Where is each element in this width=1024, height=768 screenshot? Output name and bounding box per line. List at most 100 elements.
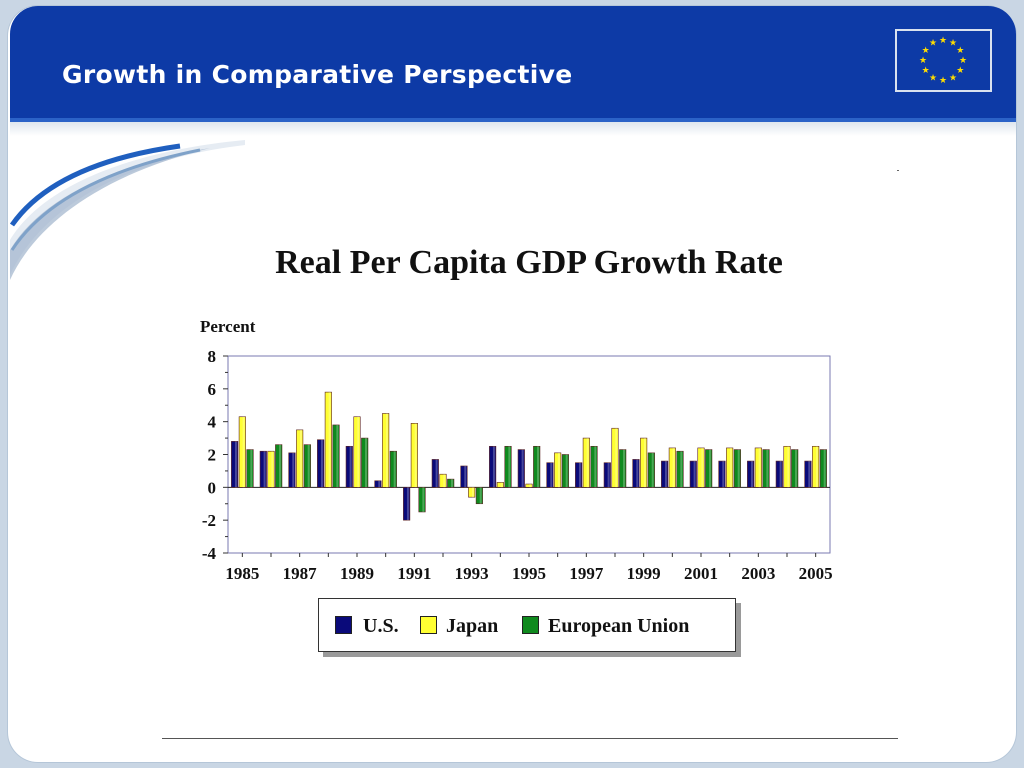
legend-swatch-us bbox=[335, 616, 352, 634]
bar-highlight bbox=[328, 392, 331, 488]
x-tick-label: 1991 bbox=[397, 564, 431, 583]
bar-european-union-1997 bbox=[590, 445, 598, 488]
bar-japan-1991 bbox=[410, 423, 418, 488]
bar-u-s--1988 bbox=[317, 439, 325, 488]
bar-european-union-1991 bbox=[418, 487, 426, 513]
bar-u-s--1994 bbox=[489, 445, 497, 488]
bar-highlight bbox=[529, 484, 532, 488]
bar-u-s--1998 bbox=[603, 462, 611, 488]
y-tick-label: 8 bbox=[208, 347, 217, 366]
bar-european-union-1986 bbox=[275, 444, 283, 488]
bar-european-union-1988 bbox=[332, 424, 340, 488]
slide-title: Growth in Comparative Perspective bbox=[62, 60, 573, 89]
bar-highlight bbox=[750, 461, 753, 488]
bar-highlight bbox=[406, 487, 409, 521]
y-tick-label: 4 bbox=[208, 413, 217, 432]
bar-highlight bbox=[672, 447, 675, 488]
flag-star-icon: ★ bbox=[956, 66, 964, 76]
bar-u-s--1993 bbox=[460, 465, 468, 488]
bar-highlight bbox=[578, 462, 581, 488]
bar-u-s--1989 bbox=[345, 445, 353, 488]
bar-european-union-1990 bbox=[389, 450, 397, 488]
chart-title: Real Per Capita GDP Growth Rate bbox=[275, 244, 783, 281]
chart-legend: U.S. Japan European Union bbox=[318, 598, 736, 652]
bar-european-union-2005 bbox=[819, 449, 827, 488]
bar-highlight bbox=[795, 449, 797, 488]
x-tick-label: 1987 bbox=[283, 564, 318, 583]
bar-highlight bbox=[299, 429, 302, 488]
bar-u-s--1995 bbox=[517, 449, 525, 488]
bar-highlight bbox=[737, 449, 740, 488]
bar-japan-1985 bbox=[238, 416, 246, 488]
bar-u-s--1986 bbox=[259, 450, 267, 488]
y-axis-label: Percent bbox=[200, 317, 256, 336]
bar-u-s--2004 bbox=[775, 460, 783, 488]
bar-highlight bbox=[766, 449, 769, 488]
bar-japan-1999 bbox=[640, 437, 648, 488]
bar-european-union-1998 bbox=[619, 449, 627, 488]
bar-japan-1996 bbox=[554, 452, 562, 488]
bar-u-s--1996 bbox=[546, 462, 554, 488]
bar-u-s--1999 bbox=[632, 459, 640, 488]
bar-highlight bbox=[471, 487, 474, 498]
bar-highlight bbox=[680, 451, 683, 488]
flag-star-icon: ★ bbox=[919, 56, 927, 66]
bar-european-union-1987 bbox=[303, 444, 311, 488]
bar-u-s--2005 bbox=[804, 460, 812, 488]
bar-japan-1997 bbox=[582, 437, 590, 488]
bar-highlight bbox=[357, 416, 360, 488]
bar-japan-1987 bbox=[296, 429, 304, 488]
x-tick-label: 1995 bbox=[512, 564, 546, 583]
bar-u-s--1990 bbox=[374, 480, 382, 488]
bar-highlight bbox=[508, 446, 511, 488]
bar-european-union-2004 bbox=[791, 449, 799, 488]
bar-japan-1993 bbox=[468, 487, 476, 498]
x-tick-label: 2003 bbox=[741, 564, 775, 583]
legend-label-us: U.S. bbox=[363, 615, 399, 637]
bar-highlight bbox=[422, 487, 425, 512]
bar-u-s--2001 bbox=[689, 460, 697, 488]
bar-european-union-2002 bbox=[733, 449, 741, 488]
eu-flag-icon: ★ ★ ★ ★ ★ ★ ★ ★ ★ ★ ★ ★ bbox=[895, 29, 992, 92]
bar-u-s--1991 bbox=[403, 487, 411, 521]
bar-japan-1992 bbox=[439, 473, 447, 488]
legend-label-eu: European Union bbox=[548, 615, 690, 637]
bar-european-union-1995 bbox=[533, 445, 541, 488]
bar-highlight bbox=[779, 461, 782, 488]
bar-european-union-2000 bbox=[676, 450, 684, 488]
bar-highlight bbox=[729, 447, 732, 488]
bar-japan-1994 bbox=[496, 482, 504, 488]
x-tick-label: 1997 bbox=[569, 564, 604, 583]
bar-highlight bbox=[414, 423, 417, 488]
bar-japan-1989 bbox=[353, 416, 361, 488]
bar-highlight bbox=[550, 462, 553, 488]
x-tick-label: 1989 bbox=[340, 564, 374, 583]
bar-european-union-2001 bbox=[705, 449, 713, 488]
bar-highlight bbox=[307, 444, 310, 488]
x-tick-label: 1993 bbox=[455, 564, 489, 583]
bar-highlight bbox=[664, 461, 667, 488]
bar-highlight bbox=[385, 413, 388, 488]
y-tick-label: 2 bbox=[208, 446, 217, 465]
bar-highlight bbox=[500, 482, 503, 488]
bar-highlight bbox=[565, 454, 568, 488]
bar-highlight bbox=[594, 446, 597, 488]
title-bar-underline bbox=[10, 118, 1016, 122]
flag-star-icon: ★ bbox=[959, 56, 967, 66]
bar-japan-1990 bbox=[382, 413, 390, 488]
y-tick-label: -2 bbox=[202, 511, 216, 530]
bar-u-s--2000 bbox=[661, 460, 669, 488]
bar-highlight bbox=[292, 452, 295, 488]
bar-european-union-1996 bbox=[561, 454, 569, 488]
bar-highlight bbox=[557, 452, 560, 488]
flag-star-icon: ★ bbox=[939, 76, 947, 86]
bar-highlight bbox=[263, 451, 266, 488]
stray-dot bbox=[897, 170, 899, 171]
bar-japan-2002 bbox=[726, 447, 734, 488]
bar-highlight bbox=[349, 446, 352, 488]
bar-highlight bbox=[643, 438, 646, 488]
bar-highlight bbox=[279, 444, 281, 488]
bar-highlight bbox=[464, 465, 467, 488]
